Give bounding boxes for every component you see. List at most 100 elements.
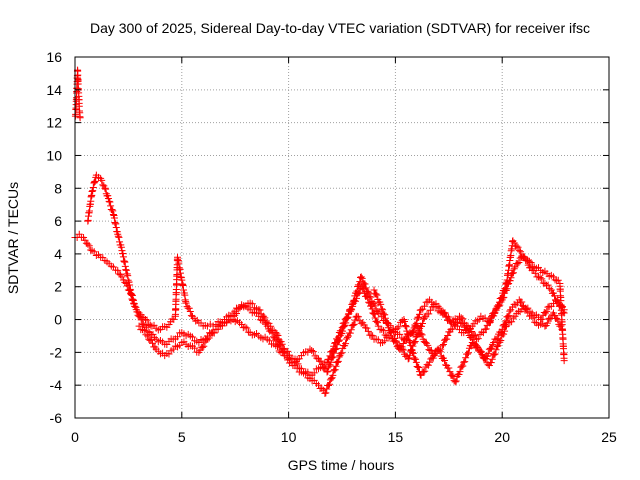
- data-point-interp: [461, 358, 469, 366]
- data-point-interp: [141, 322, 149, 330]
- y-tick-label: 10: [46, 147, 62, 163]
- data-point-interp: [510, 265, 518, 273]
- data-point-interp: [452, 377, 460, 385]
- data-point-interp: [432, 349, 440, 357]
- data-point-interp: [149, 339, 157, 347]
- data-point-interp: [273, 330, 281, 338]
- data-point-interp: [358, 285, 366, 293]
- data-point-interp: [200, 342, 208, 350]
- data-point-interp: [364, 327, 372, 335]
- data-point-interp: [477, 348, 485, 356]
- data-point-interp: [191, 344, 199, 352]
- data-point: [455, 316, 463, 324]
- data-point-interp: [491, 350, 499, 358]
- data-point-interp: [343, 314, 351, 322]
- data-point: [417, 306, 425, 314]
- data-point-interp: [328, 347, 336, 355]
- data-point-interp: [392, 338, 400, 346]
- data-point-interp: [456, 368, 464, 376]
- data-point-interp: [402, 322, 410, 330]
- data-point: [182, 299, 190, 307]
- data-point-interp: [331, 339, 339, 347]
- data-point-interp: [143, 316, 151, 324]
- data-point-interp: [497, 328, 505, 336]
- data-point-interp: [231, 311, 239, 319]
- data-point-interp: [199, 343, 207, 351]
- data-point-interp: [462, 354, 470, 362]
- data-point-interp: [509, 269, 517, 277]
- data-point-interp: [426, 306, 434, 314]
- data-point-interp: [207, 330, 215, 338]
- data-point-interp: [85, 242, 93, 250]
- data-point-interp: [507, 274, 515, 282]
- data-point-interp: [435, 346, 443, 354]
- data-point-interp: [374, 319, 382, 327]
- data-point-interp: [520, 253, 528, 261]
- data-points: [71, 66, 568, 397]
- data-point-interp: [506, 277, 514, 285]
- data-point-interp: [379, 309, 387, 317]
- data-point-interp: [523, 306, 531, 314]
- data-point-interp: [559, 308, 567, 316]
- data-point-interp: [403, 335, 411, 343]
- data-point-interp: [484, 349, 492, 357]
- data-point-interp: [116, 238, 124, 246]
- data-point-interp: [104, 195, 112, 203]
- data-point-interp: [497, 294, 505, 302]
- data-point-interp: [214, 325, 222, 333]
- data-point: [88, 188, 96, 196]
- data-point-interp: [90, 248, 98, 256]
- data-point-interp: [441, 309, 449, 317]
- data-point-interp: [130, 299, 138, 307]
- data-point-interp: [412, 355, 420, 363]
- x-axis-label: GPS time / hours: [288, 457, 395, 473]
- data-point-interp: [294, 360, 302, 368]
- data-point: [349, 302, 357, 310]
- data-point-interp: [147, 336, 155, 344]
- data-point-interp: [536, 274, 544, 282]
- data-point: [404, 332, 412, 340]
- data-point-interp: [557, 322, 565, 330]
- x-tick-label: 25: [601, 429, 617, 445]
- data-point-interp: [359, 285, 367, 293]
- data-point-interp: [377, 300, 385, 308]
- data-point: [203, 335, 211, 343]
- y-tick-label: -4: [50, 377, 63, 393]
- data-point-interp: [170, 315, 178, 323]
- data-point-interp: [527, 263, 535, 271]
- data-point-interp: [267, 322, 275, 330]
- x-tick-label: 15: [388, 429, 404, 445]
- data-point-interp: [504, 313, 512, 321]
- data-point-interp: [357, 273, 365, 281]
- data-point-interp: [378, 305, 386, 313]
- data-point-interp: [363, 324, 371, 332]
- data-point-interp: [371, 314, 379, 322]
- data-point-interp: [296, 364, 304, 372]
- y-tick-label: 12: [46, 115, 62, 131]
- data-point: [323, 368, 331, 376]
- data-point: [511, 312, 519, 320]
- data-point-interp: [350, 320, 358, 328]
- data-point-interp: [309, 348, 317, 356]
- data-point-interp: [515, 258, 523, 266]
- data-point-interp: [444, 313, 452, 321]
- data-point: [434, 302, 442, 310]
- data-point-interp: [274, 331, 282, 339]
- data-point-interp: [409, 349, 417, 357]
- y-tick-label: 16: [46, 49, 62, 65]
- data-point-interp: [396, 330, 404, 338]
- data-point-interp: [542, 309, 550, 317]
- data-point-interp: [329, 347, 337, 355]
- data-point: [451, 378, 459, 386]
- data-point: [105, 197, 113, 205]
- data-point-interp: [518, 298, 526, 306]
- data-point-interp: [384, 324, 392, 332]
- data-point-interp: [424, 361, 432, 369]
- data-point-interp: [355, 289, 363, 297]
- data-point-interp: [418, 331, 426, 339]
- data-point: [558, 325, 566, 333]
- data-point-interp: [209, 322, 217, 330]
- data-point-interp: [464, 349, 472, 357]
- series-0: [71, 66, 84, 122]
- data-point-interp: [417, 330, 425, 338]
